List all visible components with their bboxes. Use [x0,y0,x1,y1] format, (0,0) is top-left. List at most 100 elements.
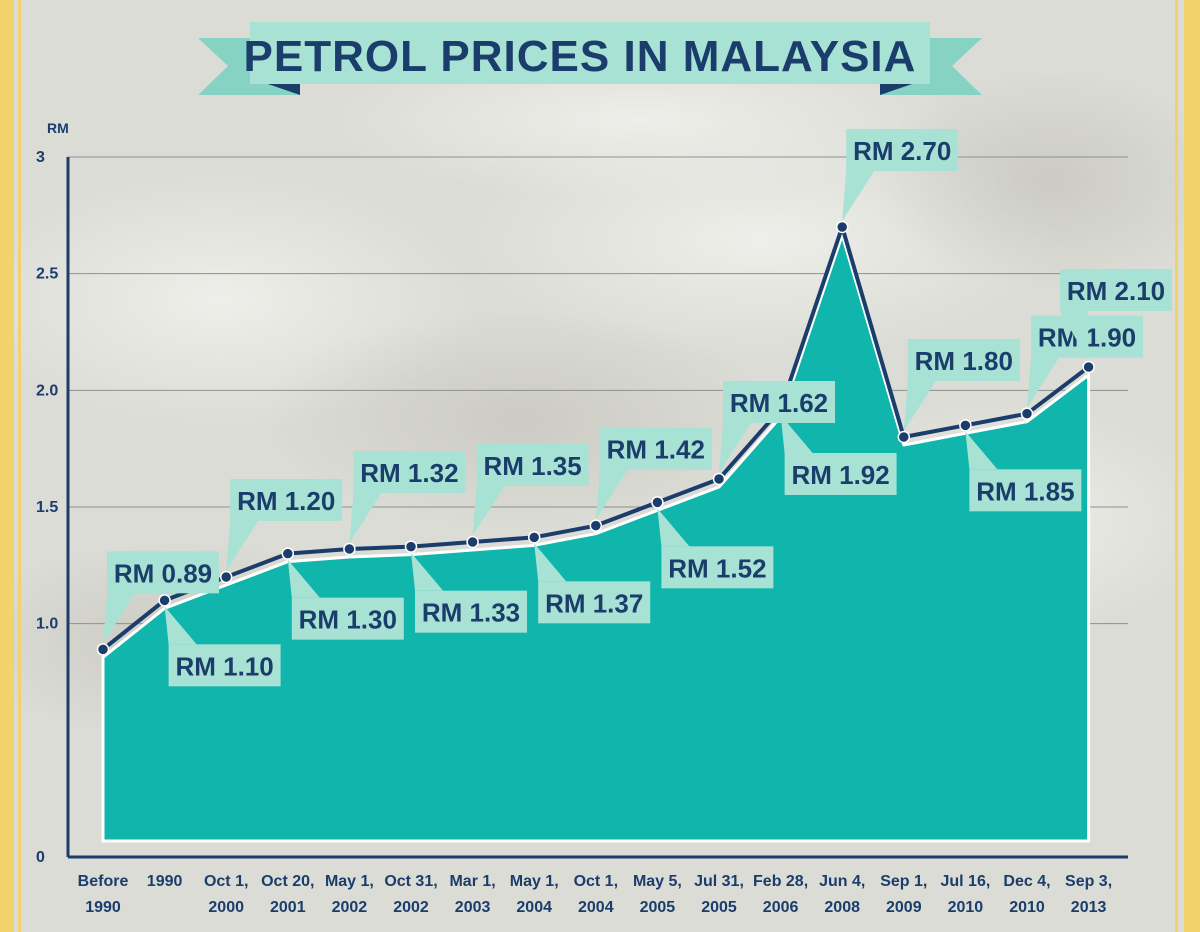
data-point [1020,407,1034,420]
data-point [219,570,233,584]
x-tick-label: 2006 [763,899,799,916]
price-label: RM 1.92 [791,460,889,490]
title-banner: PETROL PRICES IN MALAYSIA [198,22,982,95]
price-label: RM 1.62 [730,388,828,418]
callout-box [538,581,651,624]
x-tick-label: 2003 [455,899,491,916]
callout-pointer [965,431,998,470]
data-point [96,643,110,656]
price-label: RM 1.33 [422,598,520,628]
left-border-stripe [0,0,14,932]
data-point [527,531,541,544]
price-callout: RM 1.37 [534,543,651,624]
callout-box [168,644,281,687]
callout-pointer [287,559,320,598]
price-label: RM 2.70 [853,136,951,166]
y-tick-label: 1.5 [36,499,58,516]
callout-box [291,597,404,640]
x-tick-label: Jul 31, [694,873,744,890]
x-tick-label: 2004 [578,899,614,916]
y-tick-label: 3 [36,149,45,166]
callout-pointer [164,606,197,645]
price-callout: RM 1.42 [595,427,712,520]
data-point [404,540,418,553]
callout-pointer [842,171,875,221]
data-point [589,519,603,532]
callout-pointer [780,415,813,453]
data-point [343,542,356,556]
price-callout: RM 1.62 [719,381,835,473]
callout-box [107,551,219,594]
price-area [101,233,1091,843]
price-label: RM 1.42 [607,435,705,465]
y-axis-ticks: 0 1.0 1.5 2.0 2.5 3 [36,149,58,866]
data-point [959,419,972,432]
data-point [281,547,295,560]
price-labels: RM 0.89 RM 1.10 RM 1.20 RM 1.30 RM 1.32 RM 1.… [103,129,1172,687]
price-label: RM 2.10 [1067,276,1165,306]
price-callout: RM 1.20 [226,479,343,571]
x-tick-label: Oct 31, [384,873,437,890]
right-border-stripe [1184,0,1200,932]
price-label: RM 1.35 [483,451,581,481]
callout-box [230,479,343,521]
x-tick-label: Oct 20, [261,873,314,890]
x-tick-label: May 1, [325,873,374,890]
left-border-line [18,0,21,932]
data-point [651,496,664,509]
callout-box [784,453,897,495]
ribbon-main [250,22,930,84]
price-callout: RM 1.92 [780,415,897,495]
x-tick-label: 2002 [393,899,429,916]
x-tick-label: 1990 [85,899,121,916]
x-tick-label: 2010 [1009,899,1045,916]
callout-pointer [411,552,443,591]
callout-pointer [1060,311,1089,361]
x-tick-label: Sep 3, [1065,873,1112,890]
callout-box [661,546,774,589]
x-tick-label: 2005 [640,899,676,916]
callout-pointer [349,493,382,543]
callout-box [907,339,1020,381]
x-tick-label: 2005 [701,899,737,916]
x-tick-label: 2010 [948,899,984,916]
callout-pointer [657,508,690,547]
data-point [712,472,726,486]
y-tick-label: 0 [36,849,45,866]
callout-box [723,381,835,423]
callout-pointer [472,486,505,536]
x-tick-label: Feb 28, [753,873,808,890]
x-tick-label: 2009 [886,899,922,916]
data-point [466,535,479,549]
x-tick-label: Jul 16, [940,873,990,890]
x-tick-label: 1990 [147,873,183,890]
data-point [1082,360,1095,374]
y-tick-label: 2.5 [36,266,58,283]
callout-box [415,590,527,633]
x-tick-label: Oct 1, [204,873,248,890]
callout-pointer [103,593,135,644]
price-label: RM 1.30 [299,605,397,635]
data-point [897,430,911,444]
price-callout: RM 0.89 [103,551,219,644]
x-tick-label: 2001 [270,899,306,916]
chart-title: PETROL PRICES IN MALAYSIA [244,32,917,81]
callout-box [476,444,589,486]
price-callout: RM 2.10 [1060,269,1172,361]
x-tick-label: 2013 [1071,899,1107,916]
price-callout: RM 1.35 [472,444,589,536]
x-tick-label: May 5, [633,873,682,890]
callout-pointer [595,469,628,520]
x-axis-ticks: Before 1990 1990 Oct 1, 2000 Oct 20, 2001 May 1… [78,873,1113,916]
data-point [835,220,849,234]
callout-pointer [719,423,751,473]
x-tick-label: Oct 1, [574,873,618,890]
price-label: RM 1.20 [237,486,335,516]
ribbon-fold-right [880,82,918,95]
x-tick-label: 2004 [516,899,552,916]
callout-box [846,129,959,171]
right-border-line [1175,0,1178,932]
axes [66,157,1128,859]
